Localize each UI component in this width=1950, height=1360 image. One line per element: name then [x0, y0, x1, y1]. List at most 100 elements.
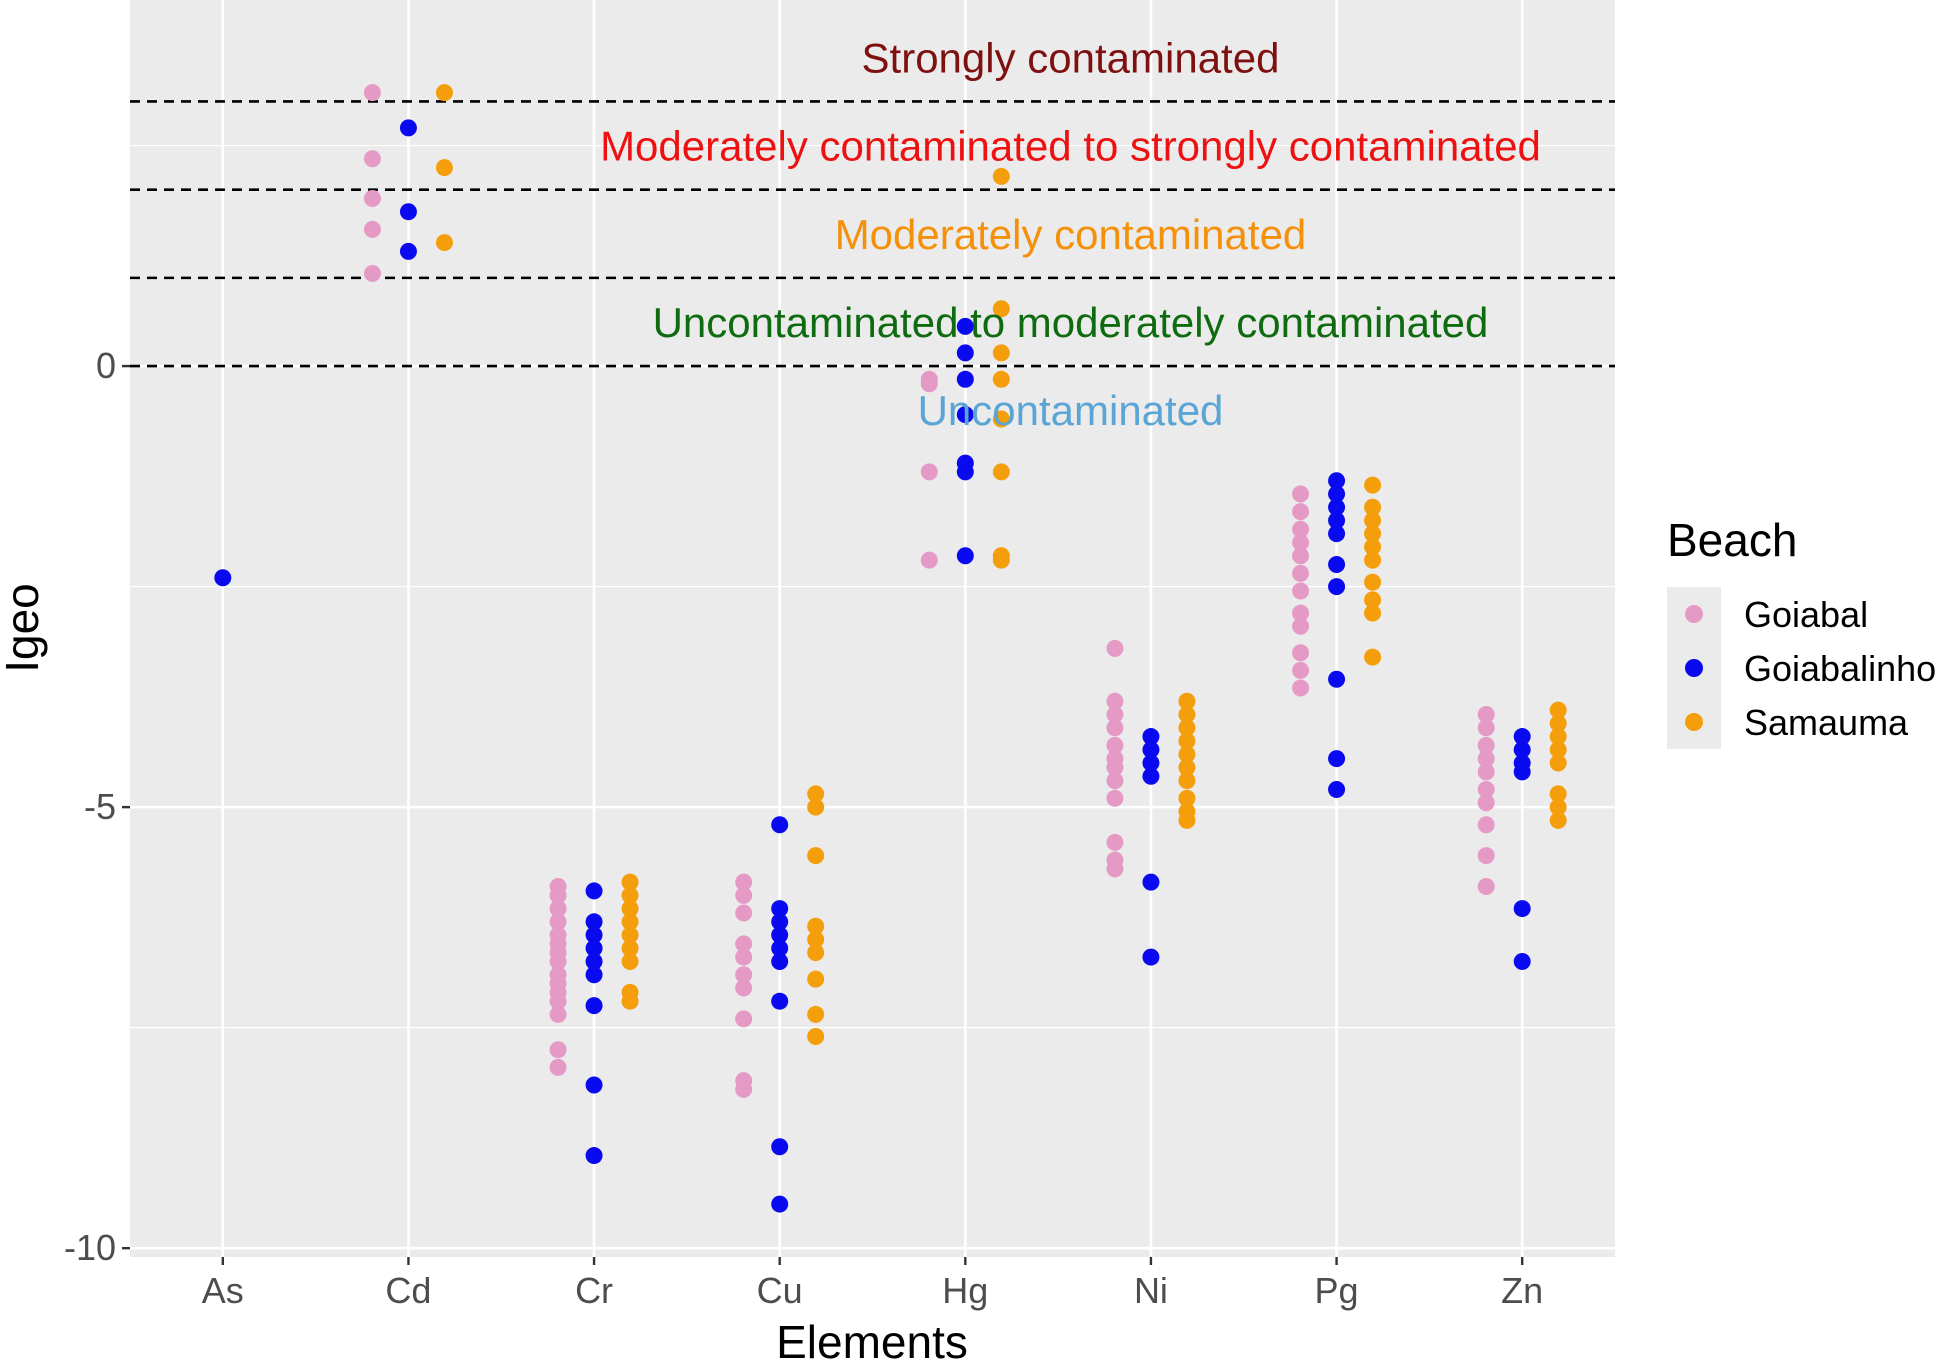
zone-label: Uncontaminated	[918, 387, 1224, 434]
point-goiabalinho-ni	[1142, 754, 1160, 772]
point-goiabal-cr	[549, 900, 567, 918]
point-samauma-ni	[1178, 692, 1196, 710]
point-goiabal-zn	[1477, 794, 1495, 812]
point-samauma-pg	[1364, 511, 1382, 529]
point-goiabal-cr	[549, 913, 567, 931]
point-samauma-zn	[1549, 798, 1567, 816]
point-goiabalinho-cu	[771, 816, 789, 834]
x-tick-label: Ni	[1134, 1270, 1168, 1311]
point-goiabal-ni	[1106, 736, 1124, 754]
point-goiabal-zn	[1477, 763, 1495, 781]
point-goiabalinho-hg	[956, 317, 974, 335]
x-axis: As Cd Cr Cu Hg Ni Pg Zn	[202, 1257, 1543, 1311]
point-goiabal-ni	[1106, 719, 1124, 737]
point-goiabal-pg	[1292, 547, 1310, 565]
point-goiabal-cr	[549, 1041, 567, 1059]
point-goiabal-cu	[735, 935, 753, 953]
point-goiabalinho-pg	[1328, 525, 1346, 543]
point-goiabal-cd	[363, 220, 381, 238]
point-goiabalinho-zn	[1513, 728, 1531, 746]
point-samauma-cu	[807, 1005, 825, 1023]
x-tick-label: Hg	[942, 1270, 988, 1311]
point-goiabal-pg	[1292, 644, 1310, 662]
point-samauma-cu	[807, 970, 825, 988]
point-goiabal-ni	[1106, 789, 1124, 807]
point-goiabalinho-cu	[771, 939, 789, 957]
point-samauma-cu	[807, 1027, 825, 1045]
y-tick-label: -10	[64, 1227, 116, 1268]
point-goiabalinho-pg	[1328, 556, 1346, 574]
zone-label: Uncontaminated to moderately contaminate…	[653, 299, 1489, 346]
point-samauma-zn	[1549, 785, 1567, 803]
point-goiabalinho-cr	[585, 939, 603, 957]
point-samauma-cr	[621, 873, 639, 891]
point-goiabalinho-cu	[771, 1138, 789, 1156]
point-goiabalinho-cu	[771, 926, 789, 944]
point-goiabalinho-pg	[1328, 578, 1346, 596]
legend-marker-goiabal	[1685, 605, 1703, 623]
zone-label: Strongly contaminated	[862, 34, 1280, 81]
point-goiabalinho-cr	[585, 997, 603, 1015]
point-goiabal-cd	[363, 150, 381, 168]
legend-title: Beach	[1667, 514, 1797, 566]
point-samauma-ni	[1178, 706, 1196, 724]
point-samauma-hg	[992, 463, 1010, 481]
point-goiabal-zn	[1477, 736, 1495, 754]
point-goiabal-pg	[1292, 520, 1310, 538]
y-tick-label: -5	[84, 786, 116, 827]
point-goiabalinho-cr	[585, 1076, 603, 1094]
point-samauma-pg	[1364, 604, 1382, 622]
point-goiabal-ni	[1106, 860, 1124, 878]
point-goiabal-pg	[1292, 679, 1310, 697]
point-goiabal-cr	[549, 952, 567, 970]
point-goiabal-zn	[1477, 706, 1495, 724]
point-goiabalinho-ni	[1142, 741, 1160, 759]
point-goiabalinho-cr	[585, 1147, 603, 1165]
point-goiabalinho-ni	[1142, 767, 1160, 785]
point-goiabalinho-cu	[771, 913, 789, 931]
point-samauma-pg	[1364, 476, 1382, 494]
point-goiabal-hg	[920, 463, 938, 481]
point-goiabalinho-cr	[585, 952, 603, 970]
point-samauma-pg	[1364, 525, 1382, 543]
x-tick-label: Zn	[1501, 1270, 1543, 1311]
point-samauma-cu	[807, 917, 825, 935]
point-samauma-cr	[621, 939, 639, 957]
point-samauma-cu	[807, 785, 825, 803]
point-goiabalinho-zn	[1513, 952, 1531, 970]
zone-labels: Strongly contaminated Moderately contamin…	[600, 34, 1541, 434]
legend-marker-goiabalinho	[1685, 659, 1703, 677]
x-tick-label: As	[202, 1270, 244, 1311]
point-goiabal-zn	[1477, 847, 1495, 865]
point-samauma-zn	[1549, 728, 1567, 746]
point-goiabalinho-cd	[399, 119, 417, 137]
point-goiabal-cu	[735, 904, 753, 922]
point-samauma-cu	[807, 930, 825, 948]
point-goiabalinho-pg	[1328, 498, 1346, 516]
point-goiabal-pg	[1292, 503, 1310, 521]
point-goiabalinho-cu	[771, 900, 789, 918]
point-goiabal-cd	[363, 264, 381, 282]
point-goiabal-cu	[735, 873, 753, 891]
point-goiabalinho-pg	[1328, 485, 1346, 503]
point-goiabal-cu	[735, 979, 753, 997]
point-samauma-cd	[435, 234, 453, 252]
x-tick-label: Pg	[1315, 1270, 1359, 1311]
point-goiabalinho-pg	[1328, 511, 1346, 529]
point-samauma-ni	[1178, 719, 1196, 737]
point-goiabalinho-pg	[1328, 670, 1346, 688]
point-goiabal-cu	[735, 966, 753, 984]
point-goiabal-pg	[1292, 604, 1310, 622]
point-goiabal-pg	[1292, 485, 1310, 503]
point-samauma-cu	[807, 798, 825, 816]
point-samauma-cr	[621, 992, 639, 1010]
point-goiabalinho-hg	[956, 406, 974, 424]
point-goiabalinho-pg	[1328, 472, 1346, 490]
point-samauma-hg	[992, 167, 1010, 185]
point-goiabalinho-hg	[956, 463, 974, 481]
point-goiabalinho-cd	[399, 242, 417, 260]
point-goiabalinho-zn	[1513, 763, 1531, 781]
point-goiabal-ni	[1106, 758, 1124, 776]
point-samauma-ni	[1178, 789, 1196, 807]
